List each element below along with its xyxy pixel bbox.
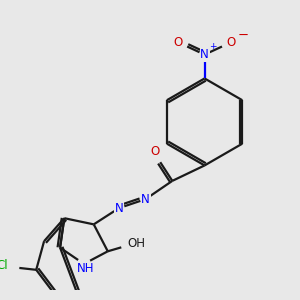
Text: OH: OH bbox=[128, 237, 146, 250]
Text: +: + bbox=[209, 42, 216, 51]
Text: O: O bbox=[174, 36, 183, 49]
Text: NH: NH bbox=[76, 262, 94, 275]
Text: Cl: Cl bbox=[0, 260, 8, 272]
Text: N: N bbox=[141, 193, 150, 206]
Text: O: O bbox=[151, 145, 160, 158]
Text: N: N bbox=[200, 48, 209, 61]
Text: O: O bbox=[226, 36, 236, 49]
Text: N: N bbox=[115, 202, 123, 214]
Text: −: − bbox=[238, 28, 249, 41]
